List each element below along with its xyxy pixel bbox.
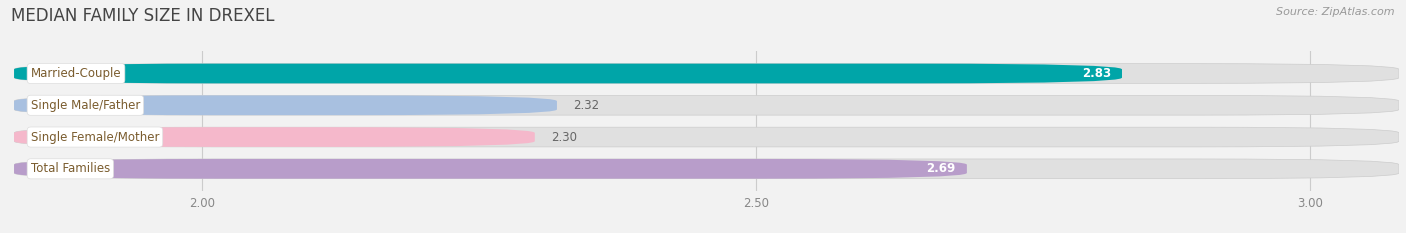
FancyBboxPatch shape xyxy=(14,159,1399,179)
Text: 2.30: 2.30 xyxy=(551,130,578,144)
Text: 2.32: 2.32 xyxy=(574,99,600,112)
Text: 2.83: 2.83 xyxy=(1081,67,1111,80)
Text: MEDIAN FAMILY SIZE IN DREXEL: MEDIAN FAMILY SIZE IN DREXEL xyxy=(11,7,274,25)
FancyBboxPatch shape xyxy=(14,64,1399,83)
Text: Married-Couple: Married-Couple xyxy=(31,67,121,80)
FancyBboxPatch shape xyxy=(14,127,534,147)
Text: Total Families: Total Families xyxy=(31,162,110,175)
Text: Single Female/Mother: Single Female/Mother xyxy=(31,130,159,144)
Text: Source: ZipAtlas.com: Source: ZipAtlas.com xyxy=(1277,7,1395,17)
Text: 2.69: 2.69 xyxy=(927,162,956,175)
FancyBboxPatch shape xyxy=(14,159,967,179)
FancyBboxPatch shape xyxy=(14,64,1122,83)
Text: Single Male/Father: Single Male/Father xyxy=(31,99,141,112)
FancyBboxPatch shape xyxy=(14,96,1399,115)
FancyBboxPatch shape xyxy=(14,96,557,115)
FancyBboxPatch shape xyxy=(14,127,1399,147)
